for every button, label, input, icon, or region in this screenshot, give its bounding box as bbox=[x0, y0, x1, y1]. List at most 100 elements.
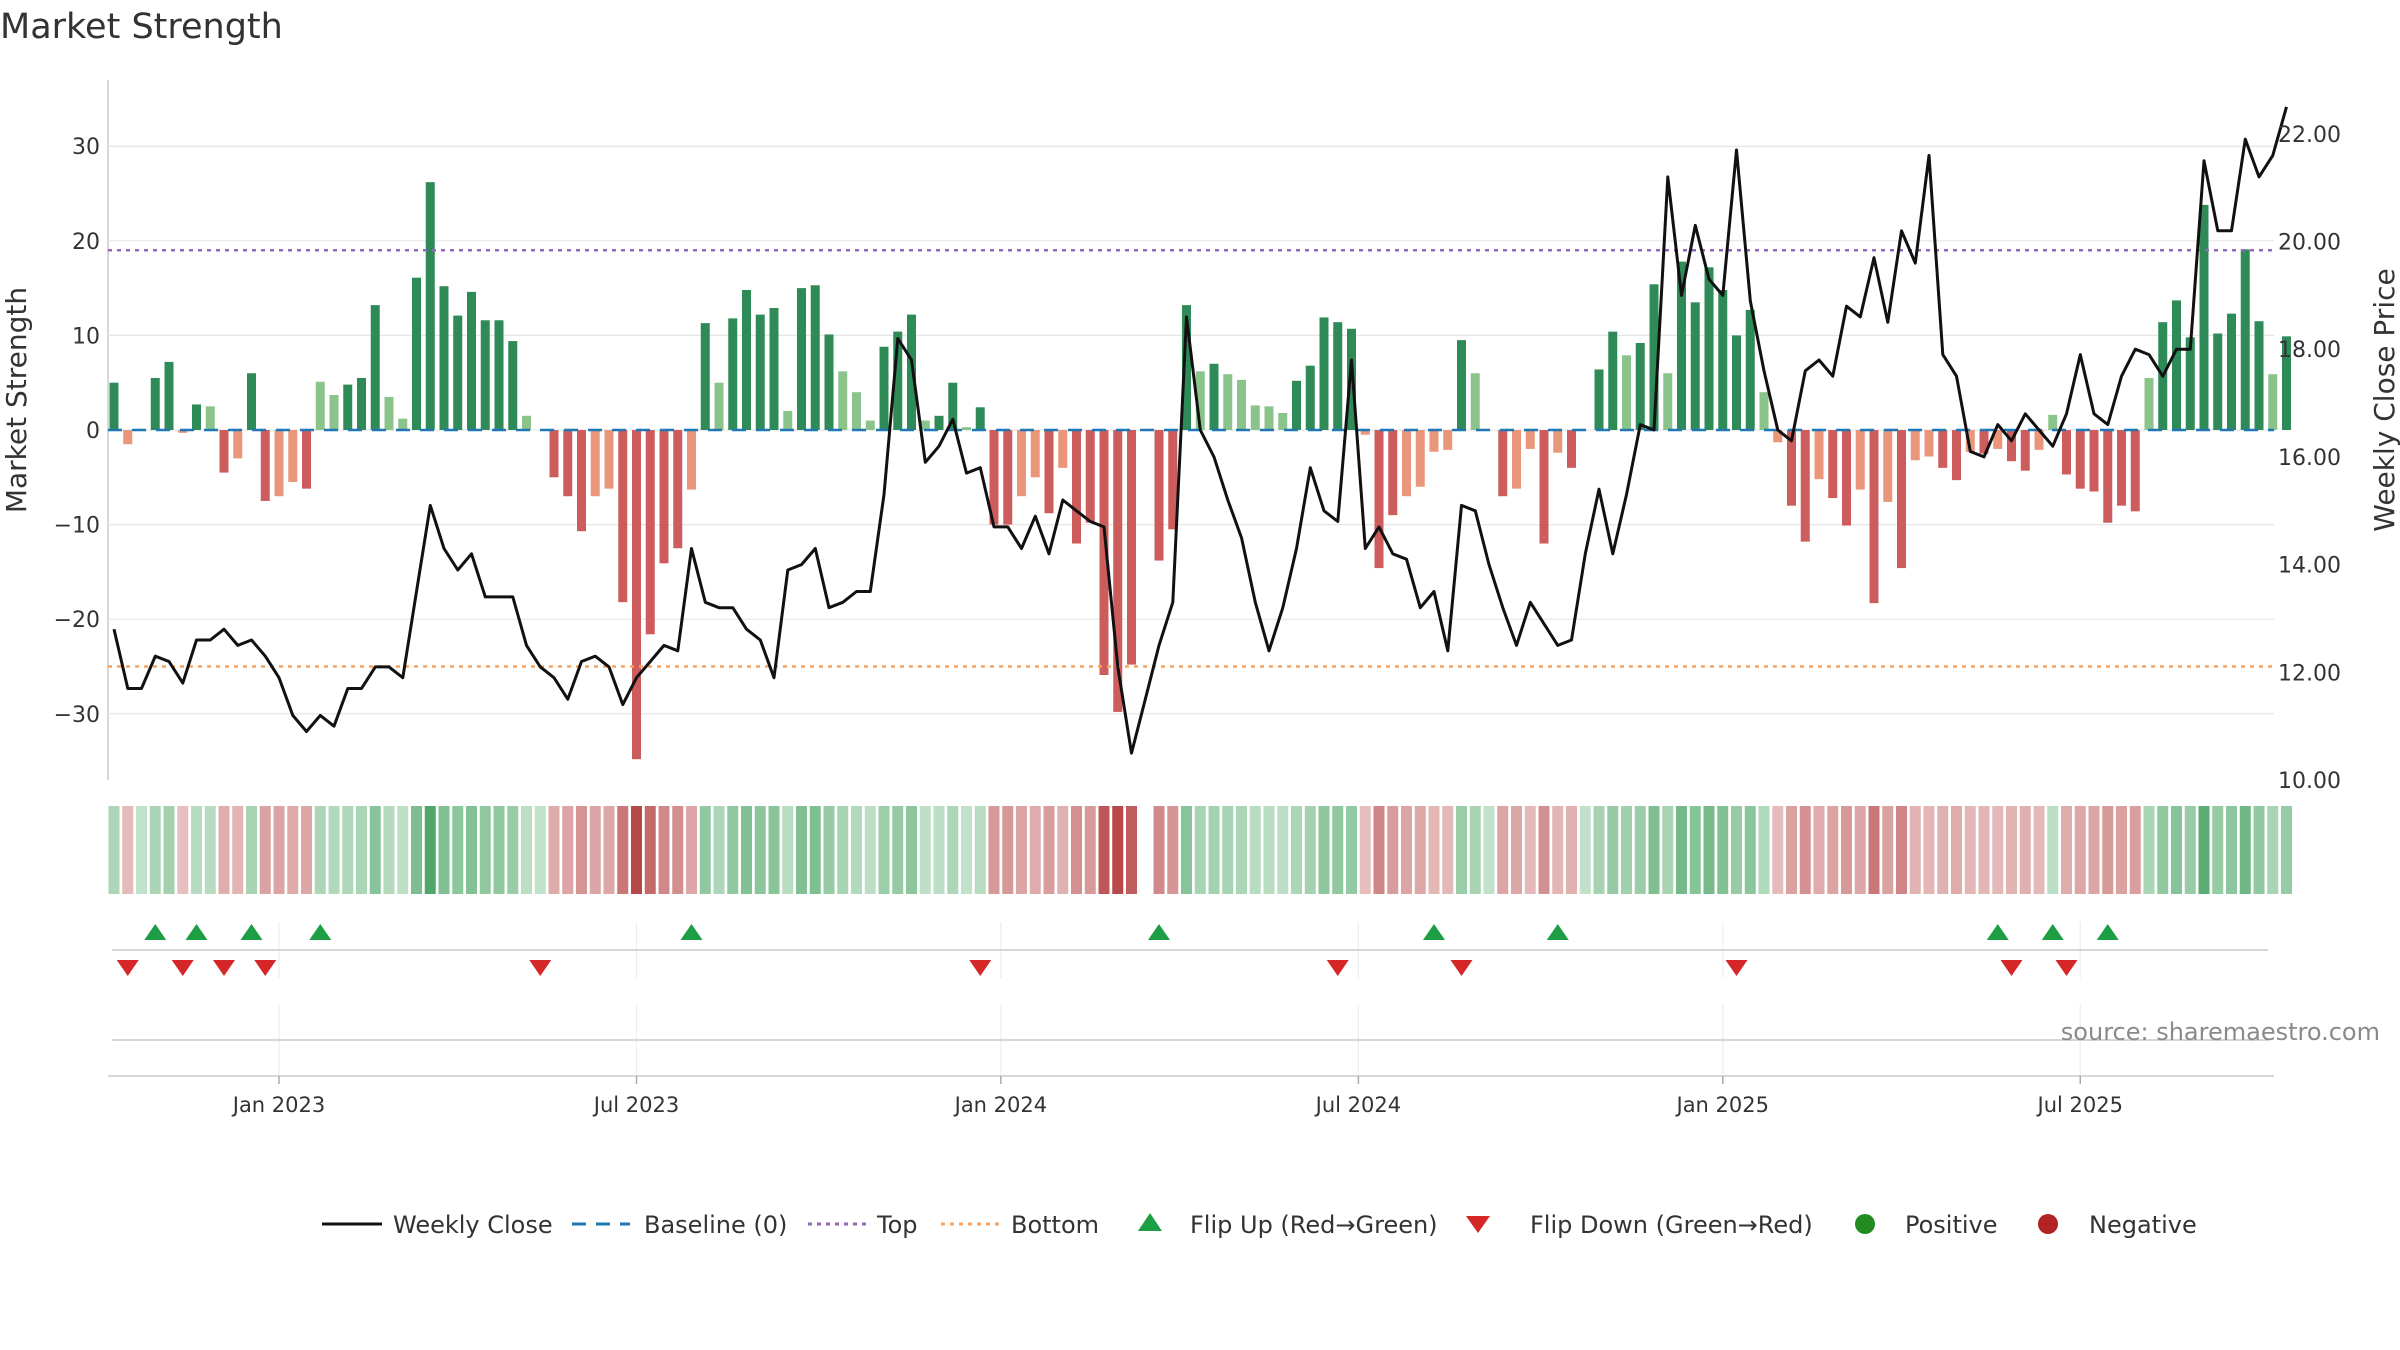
heat-strip-cell bbox=[589, 806, 601, 894]
flip-up-marker bbox=[1148, 924, 1170, 940]
y2-tick-label: 10.00 bbox=[2278, 769, 2341, 794]
heat-strip-cell bbox=[796, 806, 807, 894]
heat-strip-cell bbox=[906, 806, 917, 894]
heat-strip-cell bbox=[397, 806, 409, 894]
x-tick-label: Jul 2024 bbox=[1314, 1093, 1401, 1117]
strength-bar-positive bbox=[2048, 414, 2058, 430]
heat-strip-cell bbox=[534, 806, 546, 894]
heat-strip-cell bbox=[1813, 806, 1825, 894]
heat-strip-cell bbox=[727, 806, 739, 894]
strength-bar-negative bbox=[1567, 430, 1576, 468]
heat-strip-cell bbox=[2116, 806, 2127, 894]
heat-strip-cell bbox=[1084, 806, 1096, 894]
strength-bar-negative bbox=[260, 430, 270, 501]
flip-up-marker bbox=[2096, 924, 2119, 940]
strength-bar-negative bbox=[1800, 430, 1810, 542]
strength-bar-positive bbox=[1278, 412, 1288, 430]
strength-bar-positive bbox=[412, 277, 421, 430]
heat-strip-cell bbox=[809, 806, 821, 894]
heat-strip-cell bbox=[1002, 806, 1014, 894]
reference-lines bbox=[108, 249, 2274, 668]
strength-bar-positive bbox=[1209, 363, 1219, 430]
strength-bar-negative bbox=[687, 430, 696, 490]
heat-strip-cell bbox=[232, 806, 244, 894]
heat-strip-cell bbox=[1621, 806, 1632, 894]
strength-bar-negative bbox=[1787, 430, 1796, 506]
heat-strip-cell bbox=[823, 806, 835, 894]
y2-tick-label: 20.00 bbox=[2278, 231, 2341, 256]
x-tick-label: Jul 2025 bbox=[2036, 1093, 2123, 1117]
heat-strip-cell bbox=[136, 806, 147, 894]
heat-strip-cell bbox=[768, 806, 780, 894]
heat-strip-cell bbox=[1442, 806, 1454, 894]
heat-strip-cell bbox=[246, 806, 257, 894]
strength-bar-negative bbox=[1869, 430, 1879, 604]
strength-bar-positive bbox=[824, 334, 834, 430]
strength-bar-positive bbox=[714, 382, 724, 430]
heat-strip-cell bbox=[2253, 806, 2265, 894]
y-tick-label: −20 bbox=[54, 608, 100, 633]
strength-bar-negative bbox=[1924, 430, 1934, 457]
y-tick-label: 20 bbox=[72, 230, 100, 255]
heat-strip-cell bbox=[507, 806, 519, 894]
strength-bar-positive bbox=[1457, 340, 1466, 430]
heat-strip-cell bbox=[1662, 806, 1674, 894]
heat-strip-cell bbox=[1703, 806, 1715, 894]
flip-down-marker bbox=[213, 960, 235, 976]
strength-bar-positive bbox=[2144, 377, 2154, 430]
heat-strip-cell bbox=[644, 806, 656, 894]
heat-strip-cell bbox=[1951, 806, 1962, 894]
y2-tick-label: 12.00 bbox=[2278, 661, 2341, 686]
strength-bar-positive bbox=[1622, 355, 1631, 430]
strength-bar-negative bbox=[1085, 430, 1095, 523]
legend-label-flip-up: Flip Up (Red→Green) bbox=[1190, 1211, 1438, 1239]
heat-strip-cell bbox=[1304, 806, 1316, 894]
strength-bar-positive bbox=[439, 286, 449, 430]
strength-bar-positive bbox=[1704, 267, 1714, 430]
strength-bar-positive bbox=[1250, 405, 1260, 430]
strength-bar-negative bbox=[1979, 430, 1989, 454]
heat-strip-cell bbox=[1208, 806, 1220, 894]
flip-down-marker bbox=[529, 960, 552, 976]
strength-bar-positive bbox=[109, 382, 119, 430]
strength-bar-negative bbox=[1429, 430, 1439, 452]
strength-bar-positive bbox=[879, 346, 889, 430]
heat-strip-cell bbox=[149, 806, 161, 894]
heat-strip-cell bbox=[974, 806, 986, 894]
strength-bar-negative bbox=[1498, 430, 1508, 497]
strength-bar-negative bbox=[2117, 430, 2126, 506]
strength-bar-positive bbox=[205, 406, 215, 430]
heat-strip-cell bbox=[383, 806, 395, 894]
strength-bar-negative bbox=[1883, 430, 1893, 502]
strength-bar-negative bbox=[659, 430, 669, 564]
heat-strip-cell bbox=[122, 806, 134, 894]
strength-bar-positive bbox=[1195, 371, 1205, 430]
strength-bars bbox=[109, 182, 2291, 760]
heat-strip-cell bbox=[1497, 806, 1509, 894]
y-tick-label: 0 bbox=[86, 419, 100, 444]
heat-strip-cell bbox=[2281, 806, 2292, 894]
heat-strip-cell bbox=[1937, 806, 1949, 894]
heat-strip-cell bbox=[1112, 806, 1124, 894]
flip-down-marker bbox=[2000, 960, 2023, 976]
heat-strip-cell bbox=[617, 806, 629, 894]
strength-bar-negative bbox=[1154, 430, 1164, 561]
heat-strip-cell bbox=[342, 806, 354, 894]
flip-down-marker bbox=[1450, 960, 1473, 976]
heat-strip-cell bbox=[1414, 806, 1426, 894]
legend: Weekly Close Baseline (0) Top Bottom Fli… bbox=[322, 1211, 2197, 1239]
flip-down-marker bbox=[969, 960, 992, 976]
heat-strip-cell bbox=[273, 806, 285, 894]
x-tick-label: Jan 2023 bbox=[231, 1093, 326, 1117]
strength-bar-negative bbox=[1855, 430, 1865, 490]
strength-bar-positive bbox=[453, 315, 463, 430]
strength-bar-negative bbox=[1360, 430, 1370, 435]
heat-strip-cell bbox=[1676, 806, 1687, 894]
chart-title: Market Strength bbox=[0, 7, 283, 47]
strength-bar-negative bbox=[1374, 430, 1384, 569]
strength-bar-positive bbox=[962, 427, 971, 430]
strength-bar-positive bbox=[1223, 374, 1233, 430]
strength-bar-negative bbox=[2034, 430, 2044, 450]
heat-strip-cell bbox=[1552, 806, 1564, 894]
heat-strip-cell bbox=[699, 806, 711, 894]
